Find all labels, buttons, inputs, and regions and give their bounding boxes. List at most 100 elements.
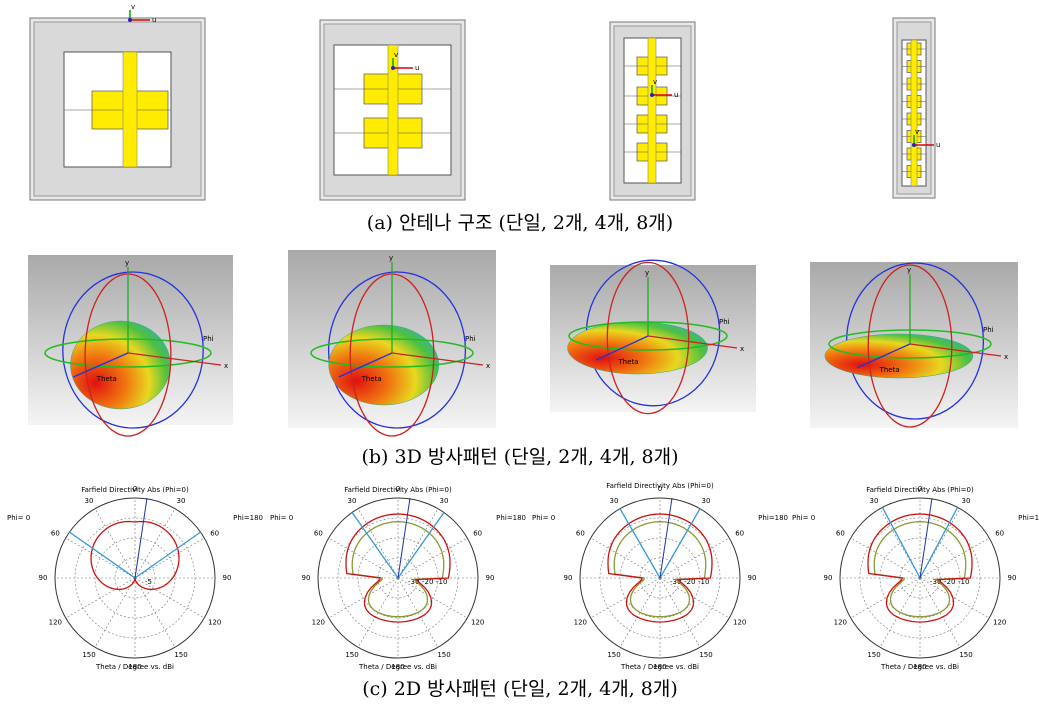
- angle-label: 120: [208, 619, 221, 627]
- axis-origin: [391, 66, 395, 70]
- axis-origin: [650, 93, 654, 97]
- angle-label: 180: [653, 663, 666, 671]
- plot-label: Phi= 0: [7, 514, 30, 522]
- polar-spoke: [65, 537, 136, 579]
- axis-label: x: [1004, 353, 1008, 361]
- phi-ring: [327, 271, 467, 429]
- polar-outer: [317, 497, 479, 659]
- angle-label: 60: [735, 530, 744, 538]
- pattern-curve: [351, 521, 445, 618]
- polar-spoke: [94, 508, 136, 579]
- angle-label: 90: [824, 574, 833, 582]
- axis-label: x: [486, 362, 490, 370]
- angle-label: 0: [133, 485, 137, 493]
- theta-ring: [606, 261, 690, 415]
- x-axis-label: Theta / Degree vs. dBi: [880, 663, 959, 671]
- angle-label: 120: [993, 619, 1006, 627]
- ring-label: -30: [670, 578, 681, 586]
- caption: (a) 안테나 구조 (단일, 2개, 4개, 8개): [367, 212, 673, 234]
- axis-label: u: [936, 141, 940, 149]
- angle-label: 0: [396, 485, 400, 493]
- angle-label: 60: [995, 530, 1004, 538]
- polar-spoke: [850, 537, 921, 579]
- angle-label: 90: [1008, 574, 1017, 582]
- polar-spoke: [919, 537, 990, 579]
- polar-spoke: [134, 508, 176, 579]
- plot-title: Farfield Directivity Abs (Phi=0): [866, 486, 974, 494]
- plot-title: Farfield Directivity Abs (Phi=0): [606, 482, 714, 490]
- angle-label: 180: [391, 663, 404, 671]
- x-axis-label: Theta / Degree vs. dBi: [358, 663, 437, 671]
- z-axis: [856, 343, 911, 369]
- ring-label: -10: [436, 578, 447, 586]
- axis-label: Theta: [96, 375, 117, 383]
- angle-label: 120: [733, 619, 746, 627]
- angle-label: 150: [959, 651, 972, 659]
- angle-label: 180: [128, 663, 141, 671]
- axis-label: u: [415, 64, 419, 72]
- axis-label: x: [224, 362, 228, 370]
- pattern-curve: [873, 521, 967, 618]
- beam-line: [351, 512, 399, 579]
- pattern-curve: [613, 521, 707, 618]
- x-axis: [647, 335, 738, 349]
- angle-label: 60: [836, 530, 845, 538]
- pattern-curve: [867, 513, 973, 623]
- angle-label: 30: [870, 497, 879, 505]
- ring-label: -10: [958, 578, 969, 586]
- angle-label: 30: [440, 497, 449, 505]
- plot-title: Farfield Directivity Abs (Phi=0): [81, 486, 189, 494]
- beam-line: [134, 531, 201, 579]
- feed-line: [647, 37, 657, 184]
- axis-label: y: [125, 259, 129, 267]
- polar-outer: [54, 497, 216, 659]
- beam-line: [69, 531, 136, 579]
- main-lobe-line: [919, 497, 933, 579]
- angle-label: 90: [486, 574, 495, 582]
- angle-label: 120: [834, 619, 847, 627]
- phi-ring: [62, 271, 204, 429]
- plot-label: Phi= 0: [792, 514, 815, 522]
- angle-label: 30: [702, 497, 711, 505]
- angle-label: 120: [574, 619, 587, 627]
- polar-spoke: [134, 537, 205, 579]
- ring-label: -20: [422, 578, 433, 586]
- angle-label: 30: [962, 497, 971, 505]
- axis-label: Phi: [983, 326, 994, 334]
- ring-label: -5: [145, 578, 152, 586]
- ring-label: -20: [684, 578, 695, 586]
- beam-line: [881, 507, 921, 579]
- caption: (c) 2D 방사패턴 (단일, 2개, 4개, 8개): [362, 678, 678, 700]
- caption: (b) 3D 방사패턴 (단일, 2개, 4개, 8개): [361, 446, 678, 468]
- axis-origin: [128, 18, 132, 22]
- angle-label: 150: [345, 651, 358, 659]
- beam-line: [659, 508, 701, 579]
- feed-line: [387, 44, 399, 176]
- angle-label: 60: [51, 530, 60, 538]
- feed-line: [910, 39, 918, 187]
- angle-label: 150: [437, 651, 450, 659]
- plot-label: Phi= 0: [270, 514, 293, 522]
- plot-label: Phi= 0: [532, 514, 555, 522]
- angle-label: 120: [49, 619, 62, 627]
- main-lobe-line: [397, 497, 411, 579]
- angle-label: 90: [564, 574, 573, 582]
- angle-label: 90: [748, 574, 757, 582]
- polar-spoke: [397, 508, 439, 579]
- polar-outer: [839, 497, 1001, 659]
- z-axis: [338, 352, 393, 378]
- polar-spoke: [397, 537, 468, 579]
- z-axis: [73, 352, 129, 378]
- polar-spoke: [850, 577, 921, 619]
- x-axis-label: Theta / Degree vs. dBi: [95, 663, 174, 671]
- angle-label: 30: [85, 497, 94, 505]
- axis-label: v: [653, 78, 657, 86]
- axis-label: Phi: [465, 335, 476, 343]
- main-lobe-line: [659, 497, 673, 579]
- polar-spoke: [328, 577, 399, 619]
- angle-label: 60: [210, 530, 219, 538]
- polar-spoke: [397, 577, 468, 619]
- plot-title: Farfield Directivity Abs (Phi=0): [344, 486, 452, 494]
- polar-spoke: [357, 508, 399, 579]
